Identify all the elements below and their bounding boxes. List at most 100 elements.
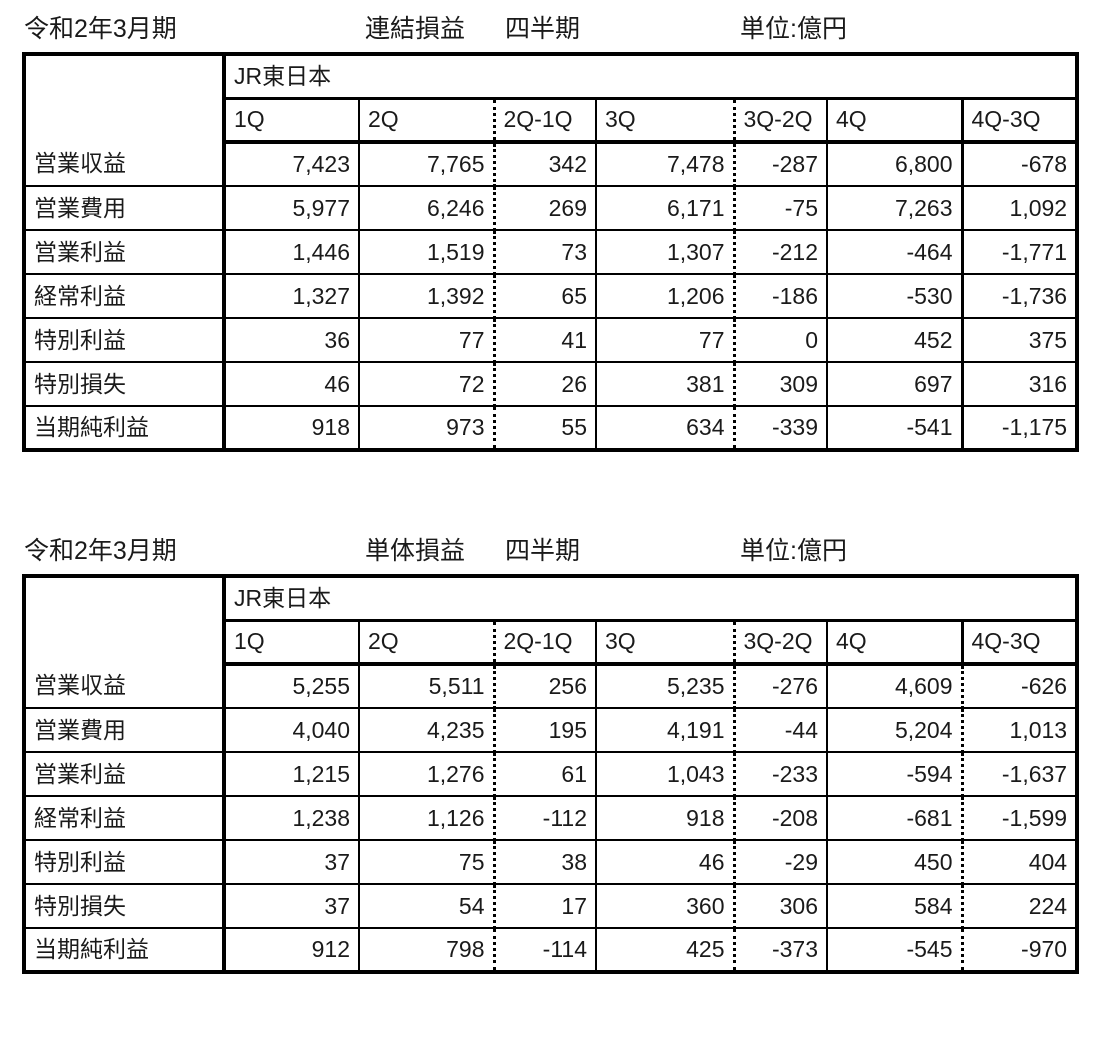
table-cell: 0 (732, 318, 828, 363)
table-cell: -545 (827, 928, 963, 972)
table-cell: 5,977 (224, 186, 360, 231)
row-label: 特別利益 (24, 840, 226, 885)
row-label: 特別損失 (24, 362, 226, 407)
table-cell: 309 (732, 362, 828, 407)
table-cell: -678 (960, 142, 1078, 187)
table-cell: 41 (492, 318, 597, 363)
table-cell: 697 (827, 362, 963, 407)
table-row: 経常利益 1,327 1,392 65 1,206 -186 -530 -1,736 (24, 274, 1078, 319)
table-cell: 4,609 (827, 664, 963, 709)
table-cell: 973 (359, 406, 495, 450)
table-cell: 1,307 (596, 230, 735, 275)
table-cell: -44 (732, 708, 828, 753)
table-body: JR東日本 1Q 2Q 2Q-1Q 3Q 3Q-2Q 4Q 4Q-3Q 営業収益… (24, 54, 1078, 450)
table-cell: -530 (827, 274, 963, 319)
table-cell: 375 (960, 318, 1078, 363)
table-cell: 65 (492, 274, 597, 319)
table-cell: 1,043 (596, 752, 735, 797)
table-cell: 37 (224, 884, 360, 929)
table-row: 当期純利益 912 798 -114 425 -373 -545 -970 (24, 928, 1078, 972)
table-cell: 195 (492, 708, 597, 753)
table-cell: 316 (960, 362, 1078, 407)
table-row: 営業利益 1,446 1,519 73 1,307 -212 -464 -1,771 (24, 230, 1078, 275)
title-unit: 単位:億円 (740, 537, 847, 565)
table-cell: 342 (492, 142, 597, 187)
row-label: 営業利益 (24, 230, 226, 275)
table-cell: 7,765 (359, 142, 495, 187)
title-frequency: 四半期 (505, 15, 581, 43)
table-cell: 404 (960, 840, 1078, 885)
col-header-3q-2q: 3Q-2Q (732, 620, 828, 666)
table-cell: 55 (492, 406, 597, 450)
table-cell: -1,771 (960, 230, 1078, 275)
col-header-4q-3q: 4Q-3Q (960, 98, 1078, 144)
company-name-cell: JR東日本 (224, 54, 1078, 100)
header-quarter-row: 1Q 2Q 2Q-1Q 3Q 3Q-2Q 4Q 4Q-3Q (24, 98, 1078, 144)
corner-blank-cell (24, 576, 226, 664)
table-cell: 918 (224, 406, 360, 450)
table-cell: 1,327 (224, 274, 360, 319)
table-cell: 26 (492, 362, 597, 407)
col-header-2q: 2Q (359, 620, 495, 666)
table-cell: -594 (827, 752, 963, 797)
row-label: 経常利益 (24, 796, 226, 841)
table-cell: 1,206 (596, 274, 735, 319)
col-header-4q: 4Q (827, 620, 963, 666)
table-cell: 5,511 (359, 664, 495, 709)
financial-block-consolidated: 令和2年3月期 連結損益 四半期 単位:億円 JR東日本 1Q 2Q 2Q-1Q… (0, 8, 1100, 452)
table-cell: 1,519 (359, 230, 495, 275)
title-period: 令和2年3月期 (24, 537, 177, 565)
table-cell: 584 (827, 884, 963, 929)
table-cell: 425 (596, 928, 735, 972)
table-cell: 634 (596, 406, 735, 450)
table-cell: 1,215 (224, 752, 360, 797)
row-label: 当期純利益 (24, 406, 226, 450)
row-label: 営業費用 (24, 186, 226, 231)
table-cell: 72 (359, 362, 495, 407)
table-cell: -186 (732, 274, 828, 319)
table-cell: 6,171 (596, 186, 735, 231)
table-cell: -287 (732, 142, 828, 187)
corner-blank-cell (24, 54, 226, 142)
table-row: 特別損失 37 54 17 360 306 584 224 (24, 884, 1078, 929)
table-cell: 1,276 (359, 752, 495, 797)
row-label: 営業費用 (24, 708, 226, 753)
table-cell: 7,263 (827, 186, 963, 231)
table-cell: 7,478 (596, 142, 735, 187)
table-body: JR東日本 1Q 2Q 2Q-1Q 3Q 3Q-2Q 4Q 4Q-3Q 営業収益… (24, 576, 1078, 972)
table-cell: 381 (596, 362, 735, 407)
col-header-2q: 2Q (359, 98, 495, 144)
col-header-1q: 1Q (224, 98, 360, 144)
header-company-row: JR東日本 (24, 54, 1078, 142)
table-cell: 46 (596, 840, 735, 885)
table-cell: -681 (827, 796, 963, 841)
table-cell: 1,013 (960, 708, 1078, 753)
title-kind: 連結損益 (365, 15, 466, 43)
table-cell: 75 (359, 840, 495, 885)
table-cell: 77 (359, 318, 495, 363)
col-header-3q-2q: 3Q-2Q (732, 98, 828, 144)
table-cell: 4,040 (224, 708, 360, 753)
row-label: 特別損失 (24, 884, 226, 929)
table-cell: -626 (960, 664, 1078, 709)
col-header-4q: 4Q (827, 98, 963, 144)
title-unit: 単位:億円 (740, 15, 847, 43)
table-cell: 54 (359, 884, 495, 929)
table-cell: -1,175 (960, 406, 1078, 450)
table-cell: 61 (492, 752, 597, 797)
title-kind: 単体損益 (365, 537, 466, 565)
header-quarter-row: 1Q 2Q 2Q-1Q 3Q 3Q-2Q 4Q 4Q-3Q (24, 620, 1078, 666)
table-cell: 5,255 (224, 664, 360, 709)
table-cell: 1,238 (224, 796, 360, 841)
col-header-3q: 3Q (596, 98, 735, 144)
table-cell: 256 (492, 664, 597, 709)
col-header-1q: 1Q (224, 620, 360, 666)
table-cell: 360 (596, 884, 735, 929)
table-cell: 450 (827, 840, 963, 885)
table-row: 営業費用 5,977 6,246 269 6,171 -75 7,263 1,092 (24, 186, 1078, 231)
table-cell: 77 (596, 318, 735, 363)
table-cell: -233 (732, 752, 828, 797)
company-name-cell: JR東日本 (224, 576, 1078, 622)
table-row: 特別利益 37 75 38 46 -29 450 404 (24, 840, 1078, 885)
